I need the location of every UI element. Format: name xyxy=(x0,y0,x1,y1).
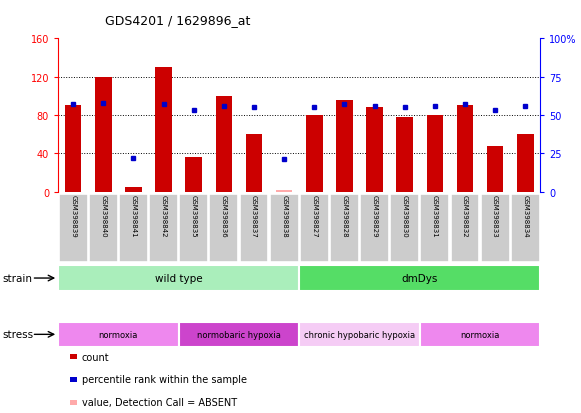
Text: GSM398828: GSM398828 xyxy=(342,194,347,237)
FancyBboxPatch shape xyxy=(119,194,148,262)
Bar xyxy=(95,77,112,192)
Text: stress: stress xyxy=(3,330,34,339)
Text: GSM398842: GSM398842 xyxy=(160,194,167,237)
Text: normoxia: normoxia xyxy=(99,330,138,339)
FancyBboxPatch shape xyxy=(300,194,329,262)
Text: normobaric hypoxia: normobaric hypoxia xyxy=(197,330,281,339)
Bar xyxy=(125,187,142,192)
FancyBboxPatch shape xyxy=(89,194,118,262)
FancyBboxPatch shape xyxy=(179,322,299,347)
Bar xyxy=(396,118,413,192)
Text: count: count xyxy=(82,352,110,362)
FancyBboxPatch shape xyxy=(180,194,208,262)
Text: value, Detection Call = ABSENT: value, Detection Call = ABSENT xyxy=(82,397,237,407)
Bar xyxy=(366,108,383,192)
FancyBboxPatch shape xyxy=(58,266,299,291)
Text: GSM398836: GSM398836 xyxy=(221,194,227,237)
Text: GSM398832: GSM398832 xyxy=(462,194,468,237)
Text: dmDys: dmDys xyxy=(401,273,438,283)
Text: GSM398839: GSM398839 xyxy=(70,194,76,237)
FancyBboxPatch shape xyxy=(420,322,540,347)
Text: GSM398841: GSM398841 xyxy=(131,194,137,237)
FancyBboxPatch shape xyxy=(421,194,449,262)
FancyBboxPatch shape xyxy=(330,194,359,262)
Text: GSM398831: GSM398831 xyxy=(432,194,438,237)
FancyBboxPatch shape xyxy=(480,194,510,262)
Text: GDS4201 / 1629896_at: GDS4201 / 1629896_at xyxy=(105,14,250,27)
Bar xyxy=(246,135,262,192)
Text: GSM398840: GSM398840 xyxy=(101,194,106,237)
FancyBboxPatch shape xyxy=(360,194,389,262)
FancyBboxPatch shape xyxy=(149,194,178,262)
Text: GSM398829: GSM398829 xyxy=(372,194,378,237)
FancyBboxPatch shape xyxy=(59,194,88,262)
Text: GSM398827: GSM398827 xyxy=(311,194,317,237)
Text: chronic hypobaric hypoxia: chronic hypobaric hypoxia xyxy=(304,330,415,339)
Text: percentile rank within the sample: percentile rank within the sample xyxy=(82,375,247,385)
Text: strain: strain xyxy=(3,273,33,283)
FancyBboxPatch shape xyxy=(58,322,179,347)
Bar xyxy=(487,146,503,192)
Bar xyxy=(65,106,81,192)
FancyBboxPatch shape xyxy=(450,194,479,262)
Bar xyxy=(155,68,172,192)
Bar xyxy=(276,190,292,192)
Text: normoxia: normoxia xyxy=(460,330,500,339)
Text: GSM398830: GSM398830 xyxy=(401,194,408,237)
Text: wild type: wild type xyxy=(155,273,202,283)
Text: GSM398837: GSM398837 xyxy=(251,194,257,237)
Bar xyxy=(336,100,353,192)
FancyBboxPatch shape xyxy=(239,194,268,262)
FancyBboxPatch shape xyxy=(299,322,420,347)
Bar xyxy=(306,116,322,192)
Text: GSM398834: GSM398834 xyxy=(522,194,528,237)
Text: GSM398833: GSM398833 xyxy=(492,194,498,237)
Bar xyxy=(457,106,474,192)
Text: GSM398835: GSM398835 xyxy=(191,194,197,237)
FancyBboxPatch shape xyxy=(511,194,540,262)
Bar xyxy=(517,135,533,192)
Bar xyxy=(185,158,202,192)
FancyBboxPatch shape xyxy=(270,194,299,262)
Bar xyxy=(216,97,232,192)
Bar xyxy=(426,116,443,192)
FancyBboxPatch shape xyxy=(299,266,540,291)
FancyBboxPatch shape xyxy=(390,194,419,262)
FancyBboxPatch shape xyxy=(209,194,238,262)
Text: GSM398838: GSM398838 xyxy=(281,194,287,237)
